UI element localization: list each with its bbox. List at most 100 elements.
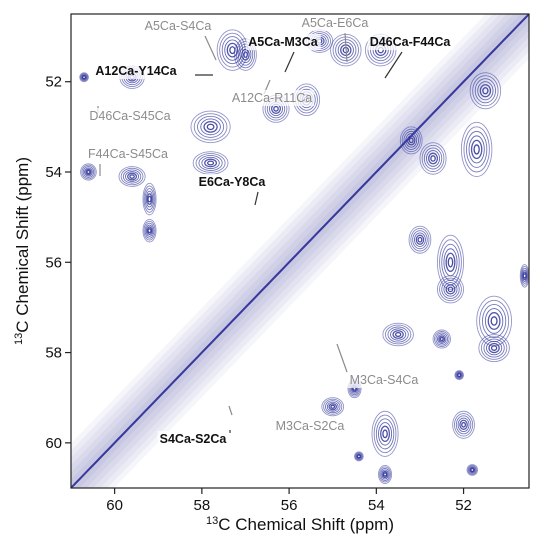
contour-level — [204, 158, 218, 168]
contour-level — [480, 336, 508, 360]
contour-level — [490, 316, 498, 326]
contour-level — [80, 73, 88, 81]
contour-level — [436, 334, 447, 344]
annotation-a12ca-y14ca: A12Ca-Y14Ca — [93, 63, 213, 79]
contour-level — [378, 464, 393, 484]
contour-level — [454, 370, 465, 381]
contour-level — [382, 429, 388, 439]
contour-level — [469, 72, 502, 110]
contour-level — [460, 121, 493, 177]
contour-level — [125, 171, 140, 182]
contour-level — [81, 74, 87, 80]
contour-level — [399, 126, 423, 155]
annotation-label: A12Ca-R11Ca — [232, 91, 312, 105]
contour-level — [118, 166, 146, 187]
peak-contour — [478, 334, 510, 363]
contour-level — [472, 75, 499, 107]
annotation-a5ca-s4ca: A5Ca-S4Ca — [142, 18, 217, 61]
y-tick-label: 58 — [45, 345, 62, 362]
peak-contour — [118, 166, 146, 187]
contour-level — [354, 452, 363, 461]
annotation-label-bg — [157, 431, 230, 447]
contour-level — [129, 174, 135, 179]
peak-contour — [454, 370, 465, 381]
contour-level — [457, 417, 470, 433]
contour-level — [456, 372, 462, 378]
annotation-leader-line — [204, 35, 217, 61]
y-axis-label-text: C Chemical Shift (ppm) — [13, 157, 32, 333]
annotation-label: A12Ca-Y14Ca — [95, 64, 177, 78]
annotation-label-bg — [299, 15, 371, 31]
contour-level — [455, 371, 463, 379]
annotation-label: D46Ca-F44Ca — [370, 35, 452, 49]
annotation-label-bg — [196, 174, 269, 190]
peak-contour — [142, 182, 157, 216]
contour-level — [478, 334, 510, 363]
annotation-e6ca-y8ca: E6Ca-Y8Ca — [196, 174, 269, 206]
contour-level — [373, 414, 397, 454]
diagonal-ridge-band — [71, 14, 529, 488]
contour-level — [384, 324, 412, 345]
annotation-leader-line — [228, 405, 233, 416]
peak-contour — [382, 322, 414, 347]
contour-level — [330, 33, 362, 67]
diagonal-contour-line — [86, 14, 529, 473]
x-axis-label-text: C Chemical Shift (ppm) — [218, 515, 394, 534]
contour-level — [273, 105, 279, 112]
x-tick-label: 56 — [281, 497, 298, 514]
annotation-label-bg — [142, 18, 214, 34]
y-axis-label-superscript: 13 — [13, 333, 25, 345]
contour-level — [463, 126, 490, 173]
contour-level — [356, 453, 362, 460]
annotation-d46ca-f44ca: D46Ca-F44Ca — [367, 34, 454, 79]
x-tick-label: 52 — [455, 497, 472, 514]
peak-contour — [466, 464, 478, 476]
contour-layer — [71, 14, 529, 488]
contour-level — [243, 51, 248, 58]
annotation-label: D46Ca-S45Ca — [89, 109, 170, 123]
annotation-a5ca-e6ca: A5Ca-E6Ca — [299, 15, 371, 63]
annotation-label-bg — [86, 146, 170, 162]
contour-level — [226, 42, 239, 58]
contour-level — [328, 403, 337, 411]
contour-level — [474, 78, 497, 104]
contour-level — [143, 220, 156, 241]
peak-contour — [432, 329, 451, 349]
contour-level — [203, 120, 218, 133]
contour-level — [488, 342, 500, 354]
contour-level — [482, 87, 489, 95]
contour-level — [521, 267, 528, 284]
contour-level — [441, 279, 460, 299]
contour-level — [455, 415, 472, 435]
annotation-label-bg — [273, 418, 347, 434]
contour-level — [455, 370, 464, 380]
contour-level — [468, 135, 485, 164]
contour-level — [147, 195, 152, 203]
contour-level — [200, 118, 221, 136]
contour-level — [445, 252, 456, 272]
annotation-leader-line — [384, 51, 403, 79]
peak-contour — [460, 121, 493, 177]
contour-level — [519, 264, 529, 288]
contour-level — [482, 303, 507, 338]
annotation-label: M3Ca-S4Ca — [350, 373, 419, 387]
annotation-label: A5Ca-E6Ca — [302, 16, 369, 30]
peak-contour — [452, 410, 475, 439]
contour-level — [382, 322, 414, 347]
contour-level — [469, 466, 476, 474]
diagonal-ridge-band — [71, 14, 529, 488]
contour-level — [80, 72, 89, 82]
contour-level — [470, 139, 483, 160]
contour-level — [426, 150, 441, 167]
contour-level — [436, 275, 465, 304]
contour-level — [147, 228, 152, 234]
annotation-label-bg — [367, 34, 454, 50]
contour-level — [394, 331, 402, 338]
contour-level — [452, 410, 475, 439]
peak-contour — [408, 225, 432, 254]
contour-level — [428, 152, 439, 165]
annotation-label-bg — [347, 372, 421, 388]
contour-level — [221, 36, 244, 65]
diagonal-ridge-band — [71, 14, 529, 488]
